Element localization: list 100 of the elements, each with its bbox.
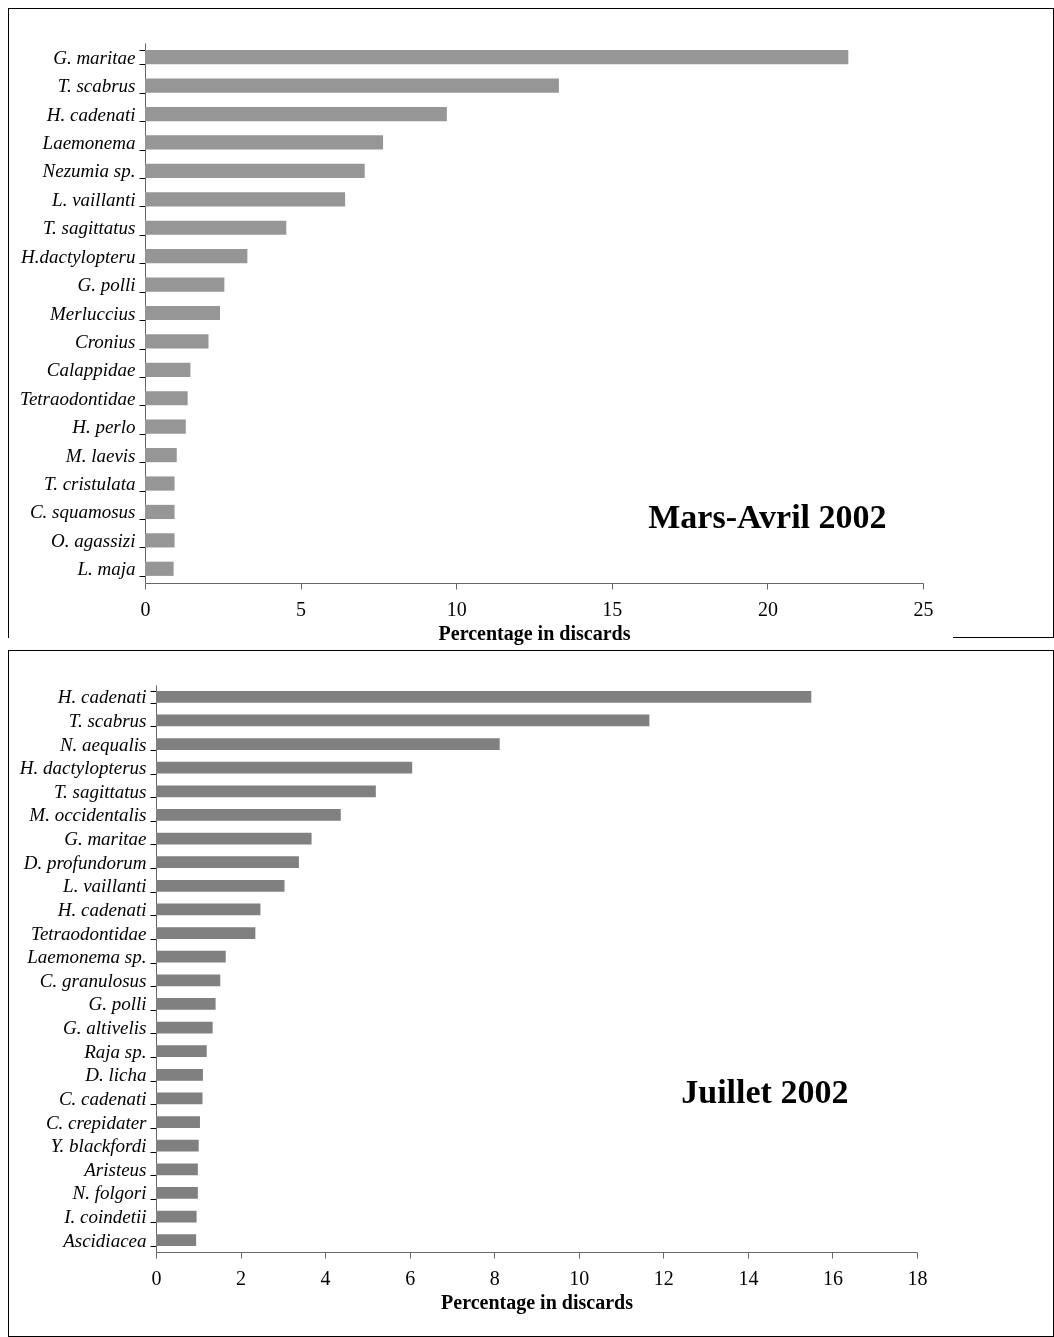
bar [145,334,209,349]
x-tick-label: 2 [236,1266,247,1289]
text: Mars-Avril 2002 [648,498,887,536]
y-tick-label: Y. blackfordi [50,1135,147,1157]
y-tick-label: G. polli [88,993,147,1015]
x-tick-label: 10 [446,597,467,620]
bar [145,277,225,292]
bar [145,163,365,178]
y-tick-label: Laemonema [41,131,136,153]
y-tick-label: Merluccius [49,302,136,324]
x-tick-label: 5 [296,597,307,620]
y-tick-label: Calappidae [46,359,136,381]
bar [156,1116,200,1128]
y-tick-label: L. vaillanti [51,188,136,210]
x-tick-label: 8 [489,1266,500,1289]
bar [156,738,500,750]
bar [145,362,191,377]
y-tick-label: D. licha [84,1064,147,1086]
bar [156,714,650,727]
y-tick-label: I. coindetii [63,1206,147,1228]
y-tick-label: Nezumia sp. [41,160,136,182]
y-tick-label: M. occidentalis [28,804,147,826]
y-tick-label: Cronius [74,330,136,352]
bar [156,690,812,703]
bar [156,856,299,869]
y-tick-label: Tetraodontidae [31,922,147,944]
y-tick-label: Laemonema sp. [26,946,147,968]
bar [145,106,447,122]
y-tick-label: Aristeus [82,1158,147,1180]
bar [145,504,175,520]
y-tick-label: H. cadenati [56,686,147,708]
x-tick-label: 15 [602,597,623,620]
y-tick-label: M. laevis [64,444,136,466]
y-tick-label: H. cadenati [56,898,147,920]
y-tick-label: C. squamosus [29,501,136,523]
bar [145,249,248,264]
bar [156,1068,203,1081]
bar [145,561,174,576]
y-tick-label: D. profundorum [22,851,147,873]
bar [156,1139,199,1152]
x-tick-label: 25 [913,597,934,620]
y-tick-label: T. sagittatus [53,780,147,802]
bar [145,476,175,491]
y-tick-label: L. maja [76,558,136,580]
x-tick-label: 12 [653,1266,674,1289]
bar [145,78,559,93]
bar [145,305,220,321]
x-tick-label: 0 [140,597,151,620]
bar [156,950,226,963]
bar [156,1021,213,1034]
y-tick-label: Tetraodontidae [20,387,136,409]
bar [156,974,221,987]
x-tick-label: 14 [738,1266,759,1289]
y-tick-label: G. maritae [64,828,147,850]
y-tick-label: C. granulosus [39,969,147,991]
bar [156,809,341,821]
y-tick-label: G. maritae [53,46,136,68]
y-tick-label: N. aequalis [58,733,147,755]
bar [145,419,186,434]
x-axis-title: Percentage in discards [441,1290,634,1314]
bar [156,761,413,774]
y-tick-label: G. polli [77,274,136,296]
y-tick-label: H. perlo [71,416,136,438]
bar [145,50,849,65]
y-tick-label: O. agassizi [51,529,136,551]
y-tick-label: T. sagittatus [42,217,136,239]
bar [156,1045,207,1058]
bar [156,1092,203,1105]
x-tick-label: 10 [569,1266,590,1289]
y-tick-label: T. cristulata [44,473,136,495]
x-tick-label: 20 [757,597,778,620]
y-tick-label: H.dactylopteru [19,245,136,267]
x-axis-title: Percentage in discards [438,621,631,645]
y-tick-label: C. cadenati [58,1087,147,1109]
bar [145,448,177,463]
x-tick-label: 0 [151,1266,162,1289]
y-tick-label: T. scabrus [68,709,147,731]
bar [145,533,175,548]
y-tick-label: G. altivelis [63,1017,147,1039]
bar [156,1187,198,1199]
bar [156,903,261,916]
y-tick-label: T. scabrus [57,75,136,97]
x-tick-label: 6 [405,1266,416,1289]
bar [145,220,287,235]
y-tick-label: C. crepidater [45,1111,148,1133]
y-tick-label: Ascidiacea [61,1229,147,1251]
text: Juillet 2002 [681,1073,849,1111]
bar [156,1234,197,1247]
y-tick-label: H. dactylopterus [18,757,147,779]
x-tick-label: 18 [907,1266,928,1289]
bar [145,135,384,150]
x-tick-label: 4 [320,1266,331,1289]
x-tick-label: 16 [822,1266,843,1289]
bar [156,785,376,798]
bar [156,998,216,1010]
y-tick-label: Raja sp. [83,1040,147,1062]
bar [145,192,346,207]
bar [145,391,188,406]
y-tick-label: N. folgori [71,1182,147,1204]
y-tick-label: L. vaillanti [62,875,147,897]
